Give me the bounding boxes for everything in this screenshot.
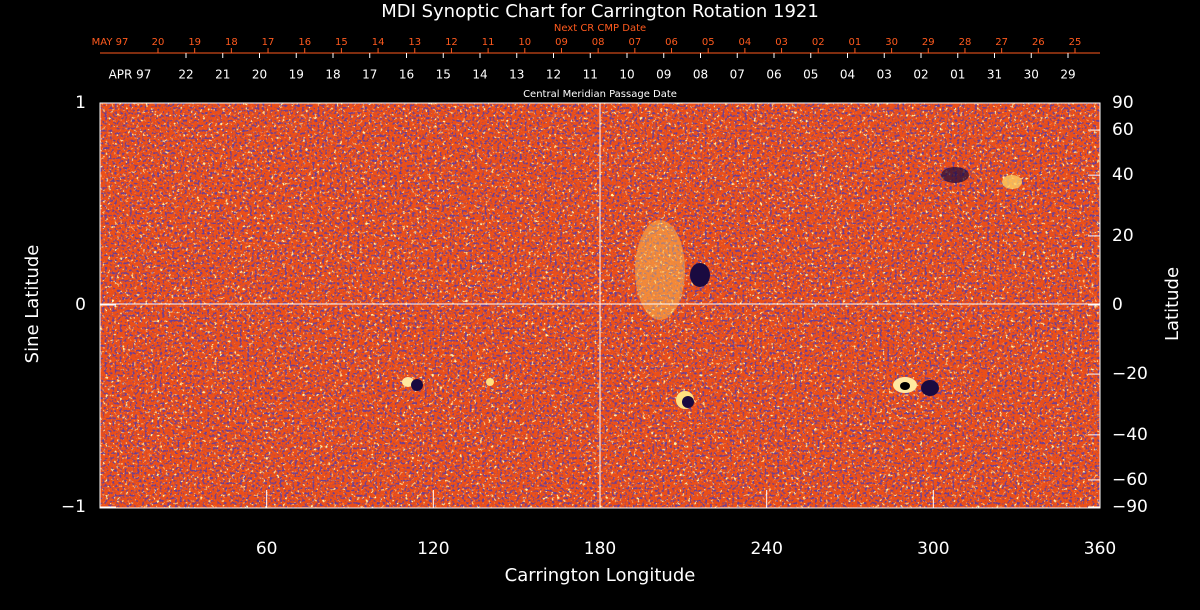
y-tick-label: 0 xyxy=(75,295,86,315)
top-tick-label: 27 xyxy=(995,37,1008,48)
top-tick-label: 14 xyxy=(372,37,385,48)
y2-tick-label: 90 xyxy=(1112,93,1134,113)
x-axis-title: Carrington Longitude xyxy=(505,565,696,586)
top-tick-label: 18 xyxy=(325,68,340,82)
top-tick-label: 30 xyxy=(885,37,898,48)
y2-axis-title: Latitude xyxy=(1162,267,1183,341)
top-tick-label: 28 xyxy=(959,37,972,48)
top-tick-label: MAY 97 xyxy=(92,37,129,48)
top-axis-title: Next CR CMP Date xyxy=(554,23,646,34)
top-tick-label: 11 xyxy=(482,37,495,48)
x-tick-label: 120 xyxy=(417,539,449,559)
top-tick-label: 16 xyxy=(298,37,311,48)
x-tick-label: 60 xyxy=(256,539,278,559)
top-tick-label: 19 xyxy=(289,68,304,82)
top-tick-label: 29 xyxy=(922,37,935,48)
chart-title: MDI Synoptic Chart for Carrington Rotati… xyxy=(381,1,819,22)
top-tick-label: 03 xyxy=(877,68,892,82)
top-tick-label: 05 xyxy=(702,37,715,48)
top-tick-label: 09 xyxy=(555,37,568,48)
top-tick-label: 11 xyxy=(583,68,598,82)
top-tick-label: 18 xyxy=(225,37,238,48)
y2-tick-label: −90 xyxy=(1112,497,1148,517)
top-tick-label: 08 xyxy=(693,68,708,82)
x-tick-label: 240 xyxy=(750,539,782,559)
x-tick-label: 300 xyxy=(917,539,949,559)
top-tick-label: 03 xyxy=(775,37,788,48)
top-tick-label: 04 xyxy=(739,37,752,48)
x-tick-label: 360 xyxy=(1084,539,1116,559)
top-tick-label: 12 xyxy=(445,37,458,48)
top-axis-title: Central Meridian Passage Date xyxy=(523,89,677,100)
top-tick-label: 08 xyxy=(592,37,605,48)
top-tick-label: 19 xyxy=(188,37,201,48)
top-tick-label: 20 xyxy=(152,37,165,48)
top-tick-label: 06 xyxy=(665,37,678,48)
top-tick-label: 13 xyxy=(408,37,421,48)
top-tick-label: 10 xyxy=(518,37,531,48)
y-tick-label: −1 xyxy=(61,497,86,517)
top-tick-label: 05 xyxy=(803,68,818,82)
top-tick-label: 01 xyxy=(849,37,862,48)
y2-tick-label: −40 xyxy=(1112,425,1148,445)
top-tick-label: 13 xyxy=(509,68,524,82)
y2-tick-label: 60 xyxy=(1112,120,1134,140)
y2-tick-label: −20 xyxy=(1112,364,1148,384)
top-tick-label: 22 xyxy=(178,68,193,82)
y-tick-label: 1 xyxy=(75,93,86,113)
y-axis-title: Sine Latitude xyxy=(22,245,43,364)
top-tick-label: 31 xyxy=(987,68,1002,82)
top-tick-label: 07 xyxy=(730,68,745,82)
top-tick-label: 17 xyxy=(362,68,377,82)
y2-tick-label: 40 xyxy=(1112,165,1134,185)
top-tick-label: 26 xyxy=(1032,37,1045,48)
top-tick-label: 12 xyxy=(546,68,561,82)
top-tick-label: 21 xyxy=(215,68,230,82)
top-tick-label: 15 xyxy=(335,37,348,48)
top-tick-label: 02 xyxy=(913,68,928,82)
top-tick-label: APR 97 xyxy=(109,68,152,82)
top-tick-label: 02 xyxy=(812,37,825,48)
synoptic-map xyxy=(100,103,1100,508)
top-tick-label: 15 xyxy=(436,68,451,82)
top-tick-label: 17 xyxy=(262,37,275,48)
y2-tick-label: −60 xyxy=(1112,470,1148,490)
top-tick-label: 14 xyxy=(472,68,487,82)
top-tick-label: 06 xyxy=(766,68,781,82)
top-tick-label: 01 xyxy=(950,68,965,82)
top-tick-label: 25 xyxy=(1069,37,1082,48)
y2-tick-label: 0 xyxy=(1112,295,1123,315)
top-tick-label: 09 xyxy=(656,68,671,82)
top-tick-label: 16 xyxy=(399,68,414,82)
top-tick-label: 10 xyxy=(619,68,634,82)
top-tick-label: 07 xyxy=(628,37,641,48)
top-tick-label: 04 xyxy=(840,68,855,82)
y2-tick-label: 20 xyxy=(1112,226,1134,246)
top-tick-label: 29 xyxy=(1060,68,1075,82)
top-tick-label: 30 xyxy=(1024,68,1039,82)
top-tick-label: 20 xyxy=(252,68,267,82)
x-tick-label: 180 xyxy=(584,539,616,559)
